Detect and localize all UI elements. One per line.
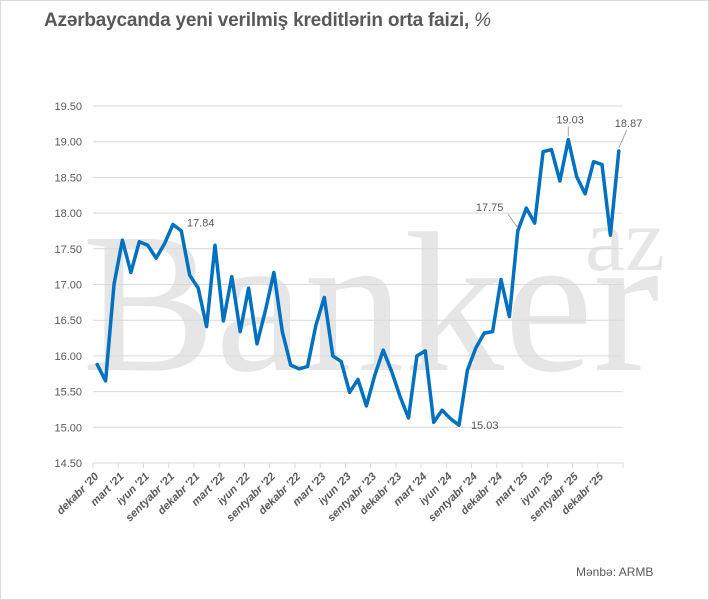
data-label: 19.03 — [556, 115, 584, 127]
chart-title: Azərbaycanda yeni verilmiş kreditlərin o… — [44, 10, 491, 32]
y-tick-label: 16.50 — [54, 315, 82, 327]
source-note: Mənbə: ARMB — [576, 565, 654, 579]
data-label: 18.87 — [615, 118, 643, 130]
data-labels: 17.84 15.03 17.75 19.03 18.87 — [187, 115, 642, 433]
chart-title-unit: % — [474, 10, 491, 31]
y-tick-label: 17.00 — [54, 280, 82, 292]
y-tick-label: 19.50 — [54, 101, 82, 113]
y-tick-label: 17.50 — [54, 244, 82, 256]
leader-line — [618, 129, 628, 149]
y-tick-label: 15.50 — [54, 387, 82, 399]
y-tick-label: 14.50 — [54, 458, 82, 470]
y-tick-label: 18.00 — [54, 208, 82, 220]
data-label: 17.75 — [476, 202, 504, 214]
y-tick-label: 18.50 — [54, 172, 82, 184]
y-tick-label: 15.00 — [54, 422, 82, 434]
y-tick-label: 16.00 — [54, 351, 82, 363]
data-label: 15.03 — [471, 420, 499, 432]
y-axis: 14.50 15.00 15.50 16.00 16.50 17.00 17.50 18.00… — [54, 101, 82, 470]
data-label: 17.84 — [187, 218, 215, 230]
chart-title-main: Azərbaycanda yeni verilmiş kreditlərin o… — [44, 10, 470, 31]
watermark-text: Banker — [82, 193, 660, 414]
series-polyline — [95, 137, 621, 427]
watermark-suffix: az — [585, 191, 665, 290]
leader-line — [507, 213, 519, 229]
series-line — [95, 137, 621, 427]
y-tick-label: 19.00 — [54, 137, 82, 149]
